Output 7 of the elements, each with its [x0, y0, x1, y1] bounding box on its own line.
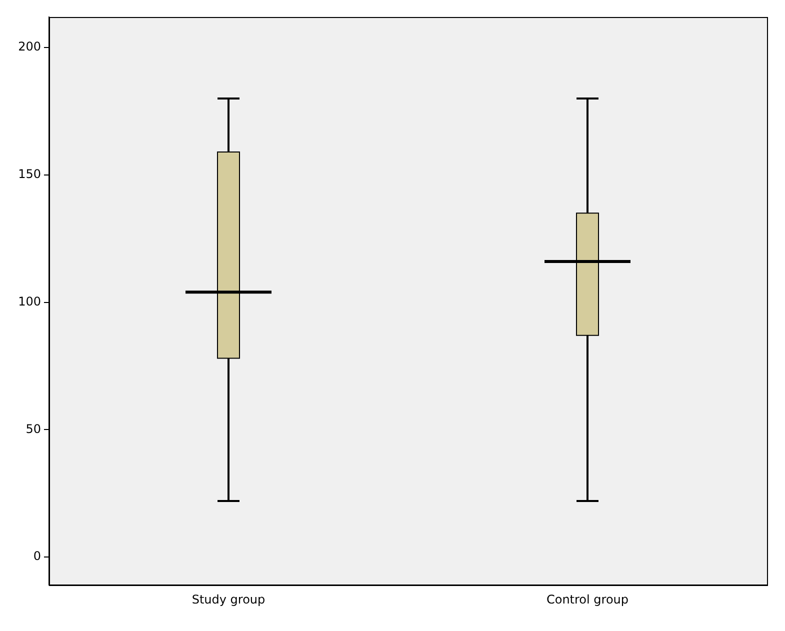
x-tick-label: Study group — [192, 592, 266, 606]
x-tick-label: Control group — [546, 592, 629, 606]
y-tick-label: 0 — [33, 549, 41, 564]
y-tick-label: 50 — [26, 422, 41, 436]
y-tick-label: 100 — [18, 294, 41, 308]
y-tick-label: 150 — [18, 167, 41, 182]
y-tick-label: 200 — [18, 40, 41, 54]
